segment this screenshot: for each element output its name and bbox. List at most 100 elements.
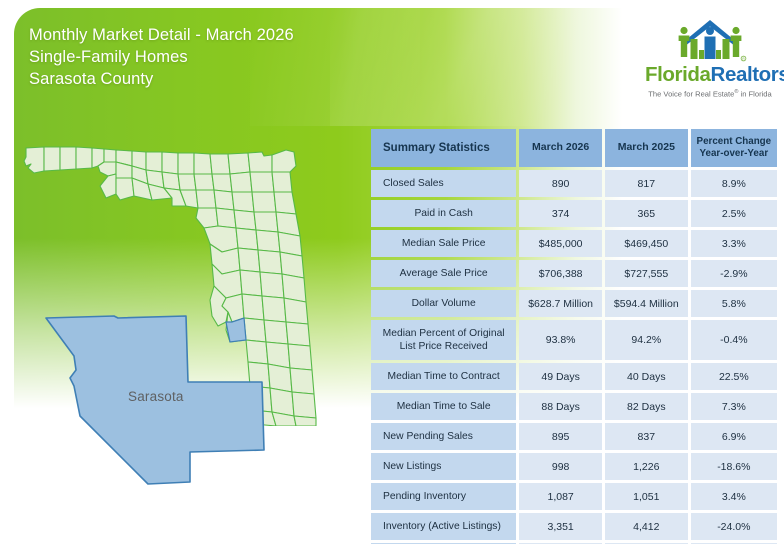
table-row: Median Time to Contract 49 Days 40 Days … [371, 363, 777, 390]
county-marion-w [215, 207, 237, 229]
row-label-line-1: Median Percent of Original [382, 327, 505, 339]
page-title: Monthly Market Detail - March 2026 Singl… [29, 25, 294, 91]
row-label: Dollar Volume [371, 290, 517, 317]
row-value-prior: 365 [604, 200, 688, 227]
row-value-change: 3.3% [690, 230, 777, 257]
county-putnam [251, 191, 277, 213]
row-value-change: 3.4% [690, 483, 777, 510]
row-value-current: 998 [519, 453, 602, 480]
table-body: Closed Sales 890 817 8.9% Paid in Cash 3… [371, 170, 777, 544]
county-columbia [209, 153, 231, 175]
row-value-change: -2.9% [690, 260, 777, 287]
county-leon [145, 151, 163, 173]
summary-statistics-table: Summary Statistics March 2026 March 2025… [368, 126, 780, 544]
house-people-logo-icon: R [678, 20, 747, 62]
county-washington [97, 161, 117, 177]
county-walton [75, 146, 93, 170]
table-header-row: Summary Statistics March 2026 March 2025… [371, 129, 777, 167]
county-putnam-w [231, 191, 255, 213]
logo-word-florida: Florida [645, 63, 711, 86]
row-value-prior: 1,051 [604, 483, 688, 510]
county-osceola-n [257, 249, 283, 275]
table-row: Closed Sales 890 817 8.9% [371, 170, 777, 197]
row-value-prior: 94.2% [604, 320, 688, 360]
column-header-percent-change: Percent Change Year-over-Year [690, 129, 777, 167]
county-hamilton [193, 152, 213, 175]
sarasota-callout-svg [45, 315, 265, 485]
table-row: Median Percent of Original List Price Re… [371, 320, 777, 360]
county-osceola [259, 271, 285, 299]
logo-wordmark: FloridaRealtors® [645, 63, 784, 86]
logo-tagline: The Voice for Real Estate® in Florida [645, 89, 775, 99]
row-value-change: -18.6% [690, 453, 777, 480]
county-st-johns [271, 171, 293, 193]
county-bay [99, 173, 117, 199]
row-label-line-2: List Price Received [399, 341, 488, 352]
row-value-change: 5.8% [690, 290, 777, 317]
percent-change-line-1: Percent Change [696, 135, 772, 147]
column-header-march-2026: March 2026 [519, 129, 602, 167]
title-line-3: Sarasota County [29, 69, 154, 88]
table-row: Dollar Volume $628.7 Million $594.4 Mill… [371, 290, 777, 317]
row-value-change: -0.4% [690, 320, 777, 360]
florida-realtors-logo: R FloridaRealtors® The Voice for Real Es… [645, 17, 784, 99]
county-union [211, 173, 233, 193]
row-value-prior: $469,450 [604, 230, 688, 257]
row-value-prior: 837 [604, 423, 688, 450]
row-value-current: 49 Days [519, 363, 602, 390]
row-value-change: 8.9% [690, 170, 777, 197]
row-value-prior: 82 Days [604, 393, 688, 420]
column-header-summary-statistics: Summary Statistics [371, 129, 517, 167]
row-label: Median Time to Sale [371, 393, 517, 420]
logo-tagline-after: in Florida [738, 89, 772, 99]
county-volusia-w [253, 211, 279, 233]
row-label: New Listings [371, 453, 517, 480]
row-value-current: $628.7 Million [519, 290, 602, 317]
logo-word-realtors: Realtors [710, 63, 784, 86]
table-row: Inventory (Active Listings) 3,351 4,412 … [371, 513, 777, 540]
county-alachua [213, 189, 235, 211]
county-levy [195, 207, 219, 229]
row-value-current: 890 [519, 170, 602, 197]
county-bradford [229, 171, 253, 193]
row-value-current: 895 [519, 423, 602, 450]
county-suwannee [193, 173, 215, 191]
county-polk [239, 269, 263, 297]
florida-map [0, 126, 370, 427]
row-label: Median Percent of Original List Price Re… [371, 320, 517, 360]
highlighted-county-sarasota [225, 317, 247, 343]
row-value-prior: 817 [604, 170, 688, 197]
county-marion [233, 209, 257, 231]
county-jefferson [161, 151, 179, 175]
row-label: Average Sale Price [371, 260, 517, 287]
sarasota-callout-label: Sarasota [128, 389, 184, 404]
county-duval [271, 149, 297, 173]
row-value-current: 1,087 [519, 483, 602, 510]
county-sumter [235, 227, 259, 251]
county-taylor [161, 171, 181, 191]
county-santa-rosa [43, 146, 61, 172]
county-baker [227, 152, 251, 175]
table-row: New Pending Sales 895 837 6.9% [371, 423, 777, 450]
county-clay [249, 171, 275, 193]
row-label: Pending Inventory [371, 483, 517, 510]
percent-change-line-2: Year-over-Year [699, 148, 769, 159]
florida-map-svg [23, 146, 317, 427]
county-lafayette [177, 173, 197, 191]
row-value-current: $485,000 [519, 230, 602, 257]
row-label: Median Time to Contract [371, 363, 517, 390]
title-line-2: Single-Family Homes [29, 47, 188, 66]
row-value-change: 2.5% [690, 200, 777, 227]
row-value-current: 3,351 [519, 513, 602, 540]
county-gilchrist [195, 189, 217, 209]
county-nassau [247, 151, 273, 173]
svg-text:R: R [742, 57, 745, 61]
sarasota-county-shape [45, 315, 265, 485]
row-value-prior: $727,555 [604, 260, 688, 287]
county-gulf [115, 177, 135, 201]
county-flagler [273, 191, 297, 215]
sarasota-callout [18, 296, 308, 526]
row-value-prior: 4,412 [604, 513, 688, 540]
row-value-prior: 1,226 [604, 453, 688, 480]
logo-tagline-before: The Voice for Real Estate [648, 89, 735, 99]
